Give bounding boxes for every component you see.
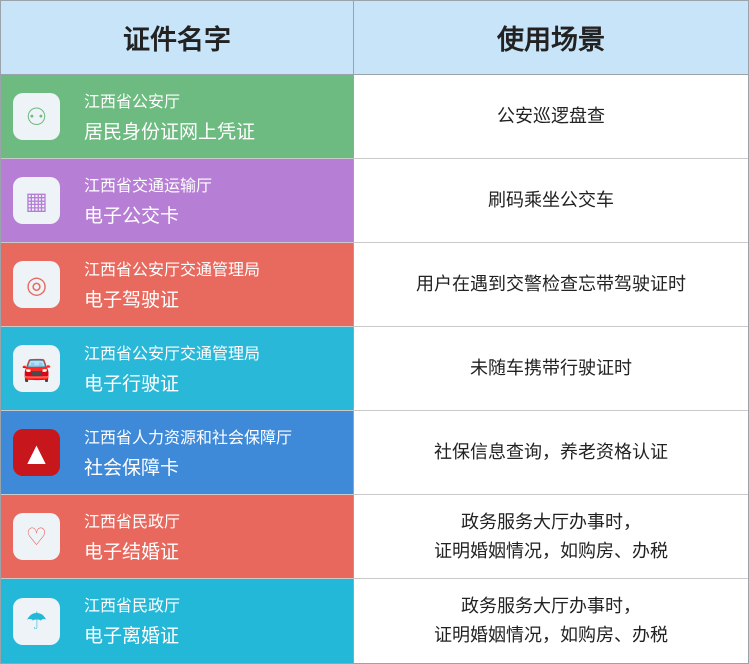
table-row: ▦ 江西省交通运输厅 电子公交卡 刷码乘坐公交车	[1, 159, 748, 243]
issuing-authority: 江西省公安厅交通管理局	[84, 259, 261, 279]
header-usage-scenario: 使用场景	[497, 25, 605, 56]
table-row: ▲ 江西省人力资源和社会保障厅 社会保障卡 社保信息查询，养老资格认证	[1, 411, 748, 495]
certificate-cell: ▲ 江西省人力资源和社会保障厅 社会保障卡	[1, 411, 354, 494]
certificate-cell: ▦ 江西省交通运输厅 电子公交卡	[1, 159, 354, 242]
usage-cell: 政务服务大厅办事时， 证明婚姻情况，如购房、办税	[434, 596, 668, 646]
issuing-authority: 江西省公安厅	[84, 91, 181, 111]
table-row: 🚘 江西省公安厅交通管理局 电子行驶证 未随车携带行驶证时	[1, 327, 748, 411]
certificate-name: 居民身份证网上凭证	[84, 120, 256, 143]
certificate-cell: ♡ 江西省民政厅 电子结婚证	[1, 495, 354, 578]
usage-cell: 公安巡逻盘查	[497, 106, 605, 127]
header-certificate-name: 证件名字	[1, 1, 354, 74]
issuing-authority: 江西省民政厅	[84, 511, 181, 531]
certificate-name: 电子行驶证	[84, 372, 180, 395]
heart-icon: ♡	[13, 513, 60, 560]
table-row: ☂ 江西省民政厅 电子离婚证 政务服务大厅办事时， 证明婚姻情况，如购房、办税	[1, 579, 748, 663]
usage-cell: 未随车携带行驶证时	[470, 358, 632, 379]
certificate-name: 电子驾驶证	[84, 288, 180, 311]
issuing-authority: 江西省交通运输厅	[84, 175, 213, 195]
usage-cell: 社保信息查询，养老资格认证	[434, 442, 668, 463]
bus-card-icon: ▦	[13, 177, 60, 224]
certificate-name: 电子离婚证	[84, 625, 180, 647]
certificate-cell: 🚘 江西省公安厅交通管理局 电子行驶证	[1, 327, 354, 410]
car-icon: 🚘	[13, 345, 60, 392]
social-security-logo-icon: ▲	[13, 429, 60, 476]
issuing-authority: 江西省公安厅交通管理局	[84, 343, 261, 363]
certificate-cell: ⚇ 江西省公安厅 居民身份证网上凭证	[1, 75, 354, 158]
table-row: ♡ 江西省民政厅 电子结婚证 政务服务大厅办事时， 证明婚姻情况，如购房、办税	[1, 495, 748, 579]
steering-wheel-icon: ◎	[13, 261, 60, 308]
issuing-authority: 江西省民政厅	[84, 596, 181, 615]
table-row: ◎ 江西省公安厅交通管理局 电子驾驶证 用户在遇到交警检查忘带驾驶证时	[1, 243, 748, 327]
usage-cell: 用户在遇到交警检查忘带驾驶证时	[416, 274, 686, 295]
certificate-name: 电子公交卡	[84, 204, 180, 227]
issuing-authority: 江西省人力资源和社会保障厅	[84, 427, 293, 447]
table-header: 证件名字 使用场景	[1, 1, 748, 75]
id-card-icon: ⚇	[13, 93, 60, 140]
table-row: ⚇ 江西省公安厅 居民身份证网上凭证 公安巡逻盘查	[1, 75, 748, 159]
certificate-cell: ◎ 江西省公安厅交通管理局 电子驾驶证	[1, 243, 354, 326]
divorce-certificate-icon: ☂	[13, 597, 60, 645]
usage-cell: 刷码乘坐公交车	[488, 190, 614, 211]
certificate-name: 电子结婚证	[84, 540, 180, 563]
certificate-cell: ☂ 江西省民政厅 电子离婚证	[1, 579, 354, 663]
certificate-name: 社会保障卡	[84, 456, 180, 479]
usage-cell: 政务服务大厅办事时， 证明婚姻情况，如购房、办税	[434, 511, 668, 562]
